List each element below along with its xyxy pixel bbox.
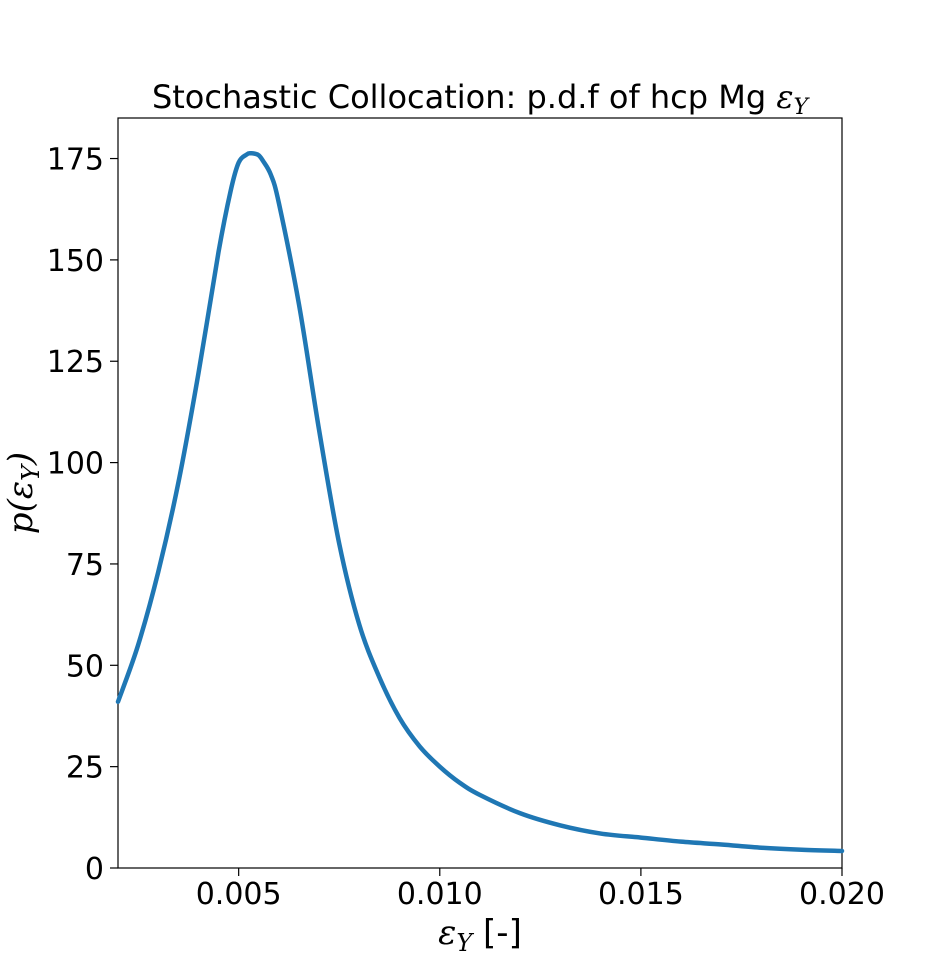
y-tick-label: 100: [47, 447, 104, 482]
y-tick-label: 150: [47, 244, 104, 279]
chart-title: Stochastic Collocation: p.d.f of hcp Mg …: [152, 78, 811, 120]
x-tick-label: 0.015: [598, 877, 684, 912]
x-tick-label: 0.010: [397, 877, 483, 912]
y-tick-label: 25: [66, 751, 104, 786]
pdf-series-line: [115, 150, 845, 854]
plot-frame: [117, 117, 843, 869]
y-tick-label: 0: [85, 852, 104, 887]
x-axis-label: εY [-]: [438, 913, 522, 957]
y-tick-label: 175: [47, 143, 104, 178]
y-axis-ticks: 0 25 50 75 100 125 150 175: [47, 143, 118, 887]
y-tick-label: 125: [47, 345, 104, 380]
y-tick-label: 50: [66, 649, 104, 684]
x-axis-ticks: 0.005 0.010 0.015 0.020: [196, 868, 885, 912]
x-tick-label: 0.020: [799, 877, 885, 912]
x-tick-label: 0.005: [196, 877, 282, 912]
y-axis-label: p(εY): [1, 452, 45, 534]
y-tick-label: 75: [66, 548, 104, 583]
